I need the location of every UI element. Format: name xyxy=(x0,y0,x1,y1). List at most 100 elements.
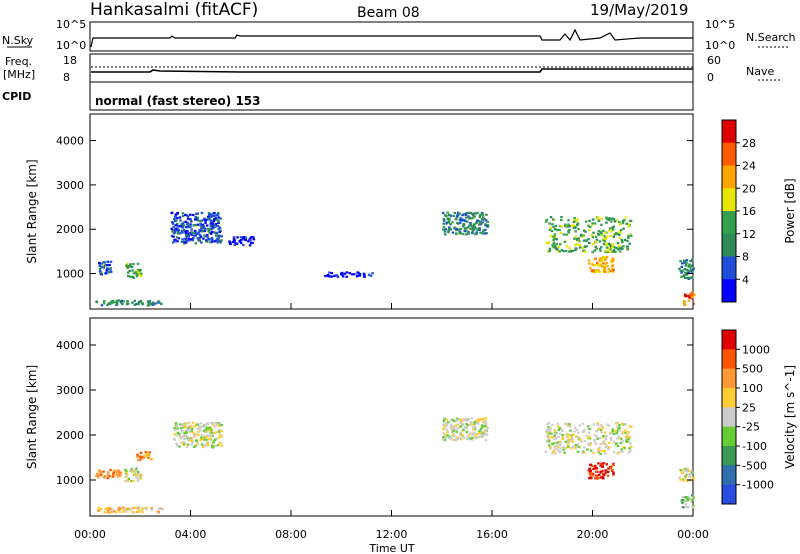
echo-cell xyxy=(447,421,450,424)
echo-cell xyxy=(196,427,200,430)
echo-cell xyxy=(588,471,592,475)
echo-cell xyxy=(549,226,552,229)
echo-cell xyxy=(149,303,152,306)
echo-cell xyxy=(107,511,110,514)
echo-cell xyxy=(588,262,591,265)
echo-cell xyxy=(193,445,196,448)
echo-cell xyxy=(216,430,220,433)
echo-cell xyxy=(547,241,550,244)
echo-cell xyxy=(593,466,596,469)
echo-cell xyxy=(149,458,152,461)
echo-cell xyxy=(182,435,185,438)
echo-cell xyxy=(193,229,197,233)
echo-cell xyxy=(449,418,453,422)
echo-cell xyxy=(613,246,617,249)
echo-cell xyxy=(607,219,610,222)
freq-panel: Freq. [MHz] 18 8 60 0 Nave xyxy=(3,53,780,84)
echo-cell xyxy=(238,239,241,242)
echo-cell xyxy=(185,431,188,434)
echo-cell xyxy=(104,272,107,275)
echo-cell xyxy=(592,467,595,470)
echo-cell xyxy=(681,269,685,272)
echo-cell xyxy=(566,225,569,228)
echo-cell xyxy=(219,241,222,244)
echo-cell xyxy=(594,245,597,248)
echo-cell xyxy=(103,264,107,267)
echo-cell xyxy=(684,475,687,478)
echo-cell xyxy=(573,426,577,430)
x-tick-label: 00:00 xyxy=(74,528,106,541)
echo-cell xyxy=(481,432,485,435)
echo-cell xyxy=(603,431,607,434)
echo-cell xyxy=(626,239,629,242)
echo-cell xyxy=(684,496,687,499)
echo-cell xyxy=(482,216,485,219)
y-tick-label: 1000 xyxy=(56,268,84,281)
echo-cell xyxy=(129,508,132,511)
echo-cell xyxy=(218,226,222,229)
echo-cell xyxy=(547,421,551,424)
echo-cell xyxy=(581,422,585,425)
echo-cell xyxy=(199,429,202,432)
echo-cell xyxy=(250,241,253,245)
echo-cell xyxy=(148,451,151,454)
echo-cell xyxy=(570,224,574,227)
echo-cell xyxy=(473,223,476,226)
echo-cell xyxy=(473,420,476,424)
echo-cell xyxy=(454,428,458,431)
echo-cell xyxy=(330,275,334,278)
echo-cell xyxy=(466,436,469,439)
echo-cell xyxy=(119,472,122,475)
echo-cell xyxy=(474,227,477,230)
echo-cell xyxy=(186,239,189,242)
echo-cell xyxy=(196,212,199,215)
echo-cell xyxy=(483,428,487,431)
echo-cell xyxy=(595,467,599,470)
echo-cell xyxy=(622,227,625,230)
echo-cell xyxy=(478,418,481,421)
plot-frame xyxy=(89,113,694,310)
echo-cell xyxy=(109,267,112,270)
echo-cell xyxy=(599,428,603,431)
echo-cell xyxy=(119,471,122,474)
echo-cell xyxy=(591,242,595,246)
echo-cell xyxy=(581,246,584,250)
echo-cell xyxy=(609,244,612,247)
echo-cell xyxy=(329,275,332,278)
echo-cell xyxy=(558,426,561,429)
echo-cell xyxy=(446,217,449,220)
velocity-panel: 1000 2000 3000 4000 Slant Range [km] xyxy=(25,317,695,517)
echo-cell xyxy=(564,440,568,443)
echo-cell xyxy=(601,476,604,479)
echo-cell xyxy=(469,432,472,435)
echo-cell xyxy=(100,262,104,265)
echo-cell xyxy=(100,471,103,474)
echo-cell xyxy=(469,222,472,225)
echo-cell xyxy=(445,222,448,225)
echo-cell xyxy=(119,474,122,477)
echo-cell xyxy=(583,245,587,248)
echo-cell xyxy=(575,428,579,431)
echo-cell xyxy=(572,220,576,223)
echo-cell xyxy=(442,420,446,423)
echo-cell xyxy=(596,423,599,427)
echo-cell xyxy=(627,225,631,228)
echo-cell xyxy=(371,272,374,275)
echo-cell xyxy=(603,259,607,262)
echo-cell xyxy=(467,232,470,235)
echo-cell xyxy=(217,236,220,239)
echo-cell xyxy=(587,437,590,440)
echo-cell xyxy=(459,217,462,220)
echo-cell xyxy=(576,443,579,446)
echo-cell xyxy=(567,219,570,222)
echo-cell xyxy=(592,423,596,426)
echo-cell xyxy=(126,300,129,303)
echo-cell xyxy=(101,265,104,268)
echo-cell xyxy=(195,440,198,443)
echo-cell xyxy=(475,433,479,436)
echo-cell xyxy=(115,473,119,476)
echo-cell xyxy=(558,444,562,447)
echo-cell xyxy=(207,216,210,219)
sky-trace xyxy=(90,28,693,48)
echo-cell xyxy=(189,428,192,431)
